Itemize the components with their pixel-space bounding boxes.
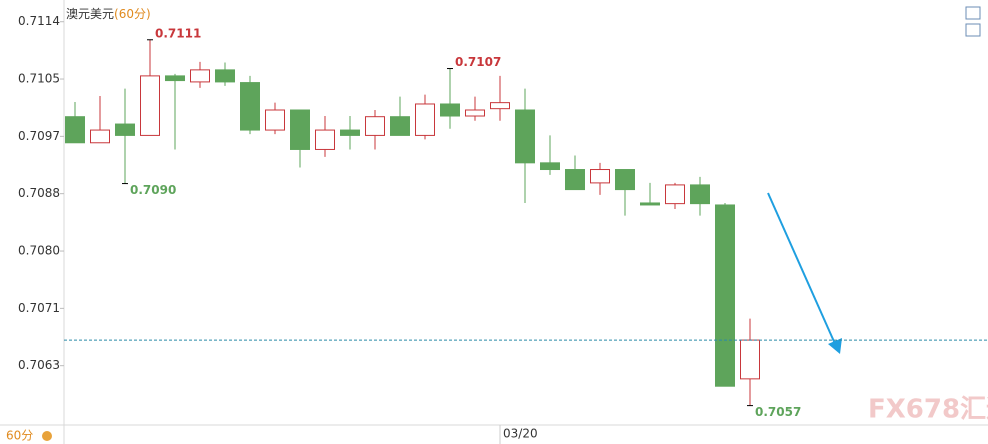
candle-body [365, 116, 385, 136]
candle-body [465, 109, 485, 117]
candle-body [140, 75, 160, 136]
y-tick-label: 0.7063 [18, 358, 60, 372]
candle-body [690, 184, 710, 205]
candle-body [515, 109, 535, 164]
dropdown-icon[interactable] [42, 431, 52, 441]
candle-body [390, 116, 410, 136]
candle-body [440, 103, 460, 117]
candle-body [165, 75, 185, 82]
candle-body [590, 169, 610, 184]
high-label: 0.7107 [455, 55, 501, 69]
y-tick-label: 0.7088 [18, 186, 60, 200]
title-period: (60分) [114, 7, 151, 21]
candle-body [240, 82, 260, 131]
title-text: 澳元美元 [66, 7, 114, 21]
x-tick-label: 03/20 [503, 427, 538, 441]
chart-title: 澳元美元(60分) [66, 7, 151, 21]
y-tick-label: 0.7097 [18, 129, 60, 143]
candle-body [265, 109, 285, 131]
watermark: FX678汇通网 [868, 395, 988, 425]
trend-arrowhead [828, 338, 842, 354]
candle-body [340, 129, 360, 136]
candle-body [540, 162, 560, 171]
trend-arrow [767, 192, 837, 347]
y-tick-label: 0.7071 [18, 301, 60, 315]
y-tick-label: 0.7105 [18, 72, 60, 86]
candle-body [315, 129, 335, 150]
high-label: 0.7111 [155, 26, 201, 40]
candle-body [665, 184, 685, 205]
low-label: 0.7057 [755, 405, 801, 419]
period-selector[interactable]: 60分 [6, 429, 33, 443]
candle-body [615, 169, 635, 191]
toolbar-icon[interactable] [965, 23, 981, 37]
y-tick-label: 0.7080 [18, 244, 60, 258]
candle-body [715, 204, 735, 387]
candle-body [215, 69, 235, 83]
candle-body [90, 129, 110, 144]
candle-body [640, 202, 660, 206]
candle-body [415, 103, 435, 136]
candle-body [190, 69, 210, 83]
low-label: 0.7090 [130, 183, 176, 197]
candle-body [115, 123, 135, 136]
y-tick-label: 0.7114 [18, 14, 60, 28]
candle-body [490, 102, 510, 110]
toolbar-icon[interactable] [965, 6, 981, 20]
candle-body [565, 169, 585, 191]
candle-body [65, 116, 85, 144]
candle-body [740, 339, 760, 380]
candle-body [290, 109, 310, 150]
